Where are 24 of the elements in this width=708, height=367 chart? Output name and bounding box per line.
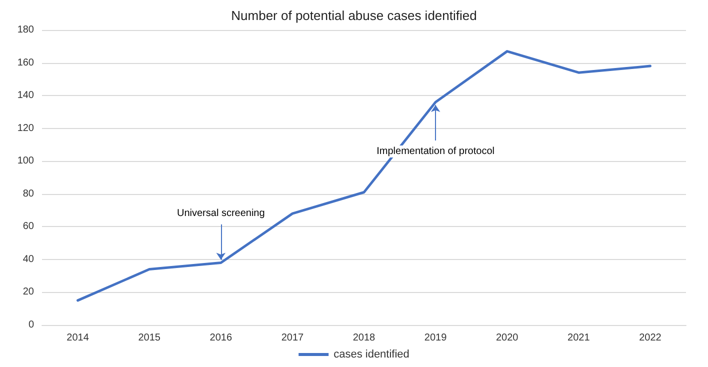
line-series <box>76 50 652 302</box>
x-tick-label: 2022 <box>639 332 662 344</box>
x-tick-label: 2019 <box>424 332 448 344</box>
chart-title: Number of potential abuse cases identified <box>231 8 477 23</box>
x-tick-label: 2016 <box>210 332 232 344</box>
x-tick-label: 2014 <box>66 332 90 344</box>
y-tick-label: 140 <box>17 90 34 102</box>
y-tick-label: 180 <box>17 24 34 36</box>
x-tick-label: 2021 <box>568 332 590 344</box>
y-tick-label: 80 <box>22 188 34 200</box>
x-tick-label: 2018 <box>352 332 376 344</box>
x-tick-label: 2015 <box>138 332 161 344</box>
y-tick-label: 100 <box>17 156 34 167</box>
y-tick-label: 20 <box>22 286 34 298</box>
legend-label: cases identified <box>334 348 410 360</box>
y-tick-label: 40 <box>22 254 34 265</box>
y-tick-label: 0 <box>28 320 34 330</box>
x-tick-label: 2017 <box>281 332 304 344</box>
annotation: Implementation of protocol <box>376 146 494 157</box>
y-tick-label: 160 <box>17 57 34 68</box>
y-tick-label: 120 <box>17 122 34 134</box>
annotation: Universal screening <box>176 208 265 219</box>
y-tick-label: 60 <box>22 221 34 232</box>
x-tick-label: 2020 <box>496 332 519 344</box>
